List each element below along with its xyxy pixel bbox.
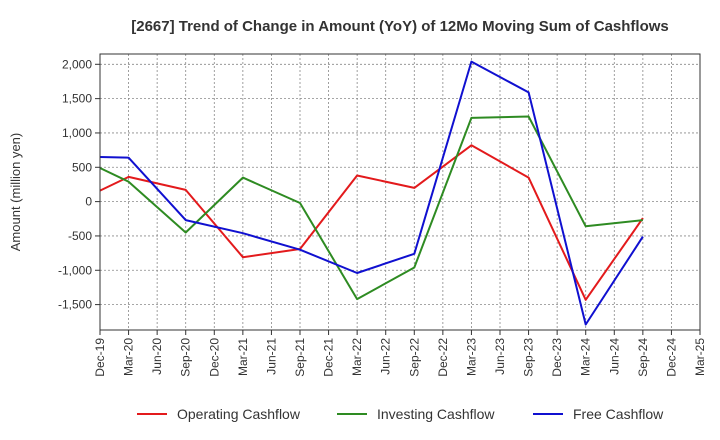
legend-label-investing-cashflow: Investing Cashflow xyxy=(377,406,495,422)
x-tick-label: Dec-19 xyxy=(93,338,107,377)
x-tick-label: Sep-20 xyxy=(179,338,193,377)
y-tick-label: 1,500 xyxy=(62,92,92,106)
y-tick-label: 500 xyxy=(72,160,92,174)
x-tick-label: Jun-23 xyxy=(493,338,507,375)
plot-area xyxy=(100,54,700,330)
plot-frame xyxy=(99,53,701,331)
chart-title: [2667] Trend of Change in Amount (YoY) o… xyxy=(131,18,669,35)
x-tick-label: Dec-20 xyxy=(207,338,221,377)
series-lines xyxy=(99,60,644,326)
x-tick-label: Jun-20 xyxy=(150,338,164,375)
x-tick-label: Jun-21 xyxy=(264,338,278,375)
x-tick-label: Dec-22 xyxy=(436,338,450,377)
y-tick-label: 0 xyxy=(85,195,92,209)
y-tick-label: 2,000 xyxy=(62,57,92,71)
x-tick-label: Dec-24 xyxy=(664,338,678,377)
y-tick-label: -1,500 xyxy=(58,298,92,312)
x-tick-label: Mar-24 xyxy=(579,338,593,376)
x-tick-label: Sep-23 xyxy=(522,338,536,377)
x-tick-label: Dec-21 xyxy=(322,338,336,377)
x-axis-ticks: Dec-19 Mar-20 Jun-20 Sep-20 Dec-20 Mar-21 Jun-… xyxy=(93,330,707,377)
series-line-investing-cashflow xyxy=(99,115,644,301)
x-tick-label: Sep-21 xyxy=(293,338,307,377)
legend: Operating Cashflow Investing Cashflow Free… xyxy=(137,406,664,422)
legend-label-free-cashflow: Free Cashflow xyxy=(573,406,664,422)
legend-label-operating-cashflow: Operating Cashflow xyxy=(177,406,301,422)
series-line-free-cashflow xyxy=(99,60,644,326)
x-tick-label: Sep-22 xyxy=(407,338,421,377)
x-tick-label: Mar-23 xyxy=(464,338,478,376)
x-tick-label: Jun-24 xyxy=(607,338,621,375)
series-line-operating-cashflow xyxy=(99,144,644,301)
x-tick-label: Mar-22 xyxy=(350,338,364,376)
x-tick-label: Sep-24 xyxy=(636,338,650,377)
y-tick-label: 1,000 xyxy=(62,126,92,140)
x-tick-label: Mar-20 xyxy=(122,338,136,376)
y-tick-label: -500 xyxy=(68,229,92,243)
x-tick-label: Dec-23 xyxy=(550,338,564,377)
y-axis-label: Amount (million yen) xyxy=(8,133,23,252)
x-tick-label: Mar-25 xyxy=(693,338,707,376)
y-tick-label: -1,000 xyxy=(58,263,92,277)
x-tick-label: Jun-22 xyxy=(379,338,393,375)
y-axis-ticks: 2,000 1,500 1,000 500 0 -500 -1,000 -1,500 xyxy=(58,57,100,312)
x-tick-label: Mar-21 xyxy=(236,338,250,376)
